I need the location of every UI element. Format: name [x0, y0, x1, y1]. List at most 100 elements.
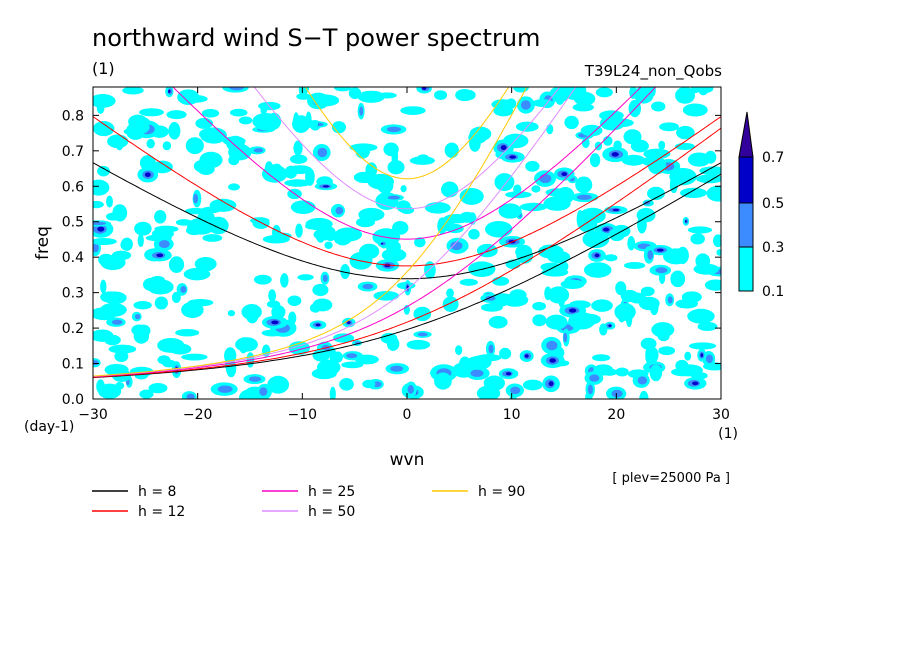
contour-blob-low — [614, 303, 636, 321]
curve-yanai-12 — [93, 127, 721, 378]
contour-blob-low — [287, 165, 312, 175]
contour-blob-low — [238, 116, 253, 125]
contour-blob-high — [561, 172, 568, 177]
contour-blob-low — [185, 137, 204, 155]
contour-blob-low — [206, 261, 213, 271]
contour-blob-high — [144, 172, 151, 178]
contour-blob-low — [491, 99, 515, 110]
contour-blob-low — [564, 115, 579, 130]
contour-blob-low — [681, 291, 702, 303]
contour-blob-high — [612, 208, 620, 212]
contour-blob-mid — [587, 384, 593, 395]
contour-blob-mid — [390, 365, 404, 372]
contour-blob-mid — [520, 100, 531, 110]
contour-blob-low — [522, 379, 543, 391]
curve-yanai-25 — [93, 87, 657, 378]
contour-blob-low — [687, 152, 711, 167]
contour-blob-low — [225, 356, 233, 373]
contour-blob-low — [608, 228, 625, 242]
contour-blob-low — [636, 207, 656, 223]
x-axis-label: wvn — [390, 450, 425, 470]
curve-ig-90 — [304, 87, 510, 180]
contour-blob-low — [229, 108, 248, 117]
contour-blob-low — [305, 168, 315, 186]
contour-blob-low — [253, 274, 272, 285]
contour-blob-mid — [93, 243, 99, 253]
contour-blob-high — [315, 323, 321, 327]
contour-blob-low — [558, 294, 565, 308]
contour-blob-low — [706, 185, 721, 202]
x-tick-label: 30 — [712, 407, 730, 423]
contour-blob-low — [516, 248, 534, 264]
contour-blob-low — [228, 183, 240, 191]
legend: h = 8 h = 12 h = 25 h = 50 h = 90 — [92, 484, 525, 520]
contour-blob-low — [365, 162, 378, 178]
contour-blob-mid — [158, 240, 170, 248]
contour-blob-mid — [259, 387, 268, 396]
x-tick-label: −10 — [288, 407, 318, 423]
contour-blob-low — [627, 236, 636, 251]
contour-blob-low — [98, 383, 122, 399]
contour-blob-mid — [407, 385, 414, 394]
legend-label: h = 25 — [308, 484, 355, 500]
contour-blob-mid — [180, 286, 187, 293]
contour-blob-low — [595, 87, 613, 98]
contour-blob-low — [168, 256, 185, 273]
curve-ig-50 — [253, 87, 561, 210]
contour-blob-low — [555, 91, 565, 105]
contour-blob-low — [171, 291, 181, 304]
contour-blob-low — [114, 350, 129, 363]
contour-blob-low — [406, 339, 431, 350]
contour-blob-low — [593, 364, 614, 376]
contour-blob-mid — [217, 385, 233, 393]
contour-blob-low — [133, 328, 150, 344]
contour-blob-low — [324, 241, 333, 249]
contour-blob-low — [669, 167, 697, 186]
contour-blob-low — [623, 262, 646, 270]
contour-blob-low — [93, 237, 117, 246]
contour-blob-low — [613, 140, 622, 150]
contour-blob-low — [290, 200, 316, 215]
contour-blob-low — [312, 349, 331, 362]
colorbar-label: 0.7 — [762, 150, 784, 166]
legend-label: h = 90 — [478, 484, 525, 500]
contour-blob-low — [134, 221, 152, 236]
x-tick-label: 0 — [403, 407, 412, 423]
y-tick-label: 0.1 — [62, 357, 84, 373]
contour-blob-low — [444, 142, 459, 158]
contour-blob-low — [659, 122, 680, 132]
contour-blob-mid — [362, 283, 374, 290]
contour-blob-high — [500, 145, 507, 151]
contour-blob-low — [183, 267, 211, 281]
contour-blob-low — [560, 279, 585, 290]
contour-blob-low — [166, 110, 187, 120]
contour-blob-low — [287, 295, 302, 306]
contour-blob-mid — [510, 386, 521, 395]
contour-blob-low — [289, 154, 308, 164]
contour-blob-high — [421, 87, 427, 90]
y-tick-label: 0.2 — [62, 321, 84, 337]
contour-blob-mid — [539, 174, 552, 184]
contour-blob-low — [424, 202, 451, 214]
contour-blob-low — [469, 134, 481, 152]
colorbar-segment — [738, 156, 754, 204]
contour-blob-low — [312, 94, 340, 107]
contour-blob-mid — [488, 344, 494, 354]
contour-blob-high — [346, 321, 351, 324]
contour-blob-low — [434, 90, 448, 101]
curve-ig-25 — [172, 87, 642, 240]
y-axis-ticks: 0.0 0.1 0.2 0.3 0.4 0.5 0.6 0.7 0.8 — [62, 108, 721, 408]
contour-blob-low — [480, 303, 503, 312]
contour-blob-low — [329, 386, 336, 399]
contour-blob-low — [670, 270, 686, 288]
contour-blob-low — [690, 233, 705, 245]
x-axis-ticks: −30 −20 −10 0 10 20 30 — [78, 87, 730, 423]
contour-blob-low — [133, 301, 152, 310]
contour-blob-low — [682, 103, 708, 117]
contour-blob-low — [296, 93, 311, 100]
contour-blob-low — [334, 87, 352, 92]
contour-blob-mid — [470, 369, 484, 377]
contour-blob-low — [646, 346, 659, 364]
contour-blob-low — [532, 99, 554, 107]
contour-blob-high — [97, 226, 105, 232]
